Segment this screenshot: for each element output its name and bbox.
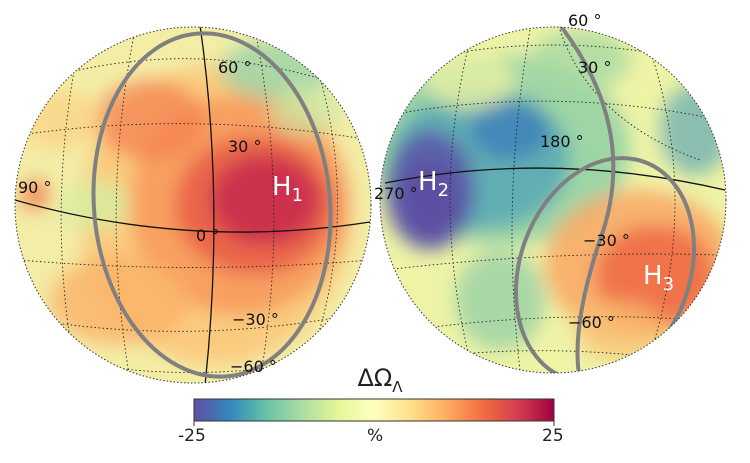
colorbar-min-label: -25 (178, 426, 206, 446)
right-globe: 60 ° 30 ° 180 ° 270 ° −30 ° −60 ° H2 H3 (374, 11, 727, 374)
right-lon-270-label: 270 ° (374, 184, 418, 203)
right-globe-outline (379, 26, 727, 374)
h2-label: H2 (418, 167, 449, 201)
h1-label: H1 (272, 172, 303, 206)
colorbar (193, 398, 555, 422)
right-lat-60-label: 60 ° (568, 11, 601, 30)
left-lat-0-label: 0 ° (196, 226, 219, 245)
right-lat-30-label: 30 ° (578, 58, 611, 77)
left-globe-map (15, 27, 371, 383)
left-lat-minus60-label: −60 ° (230, 357, 277, 376)
colorbar-max-label: 25 (542, 426, 564, 446)
left-globe: 60 ° 30 ° 0 ° −30 ° −60 ° 90 ° H1 (14, 26, 372, 384)
right-lon-180-label: 180 ° (540, 132, 584, 151)
colorbar-unit-label: % (367, 426, 384, 446)
colorbar-title: ΔΩΛ (357, 364, 403, 396)
right-lat-minus30-label: −30 ° (583, 231, 630, 250)
left-lat-minus30-label: −30 ° (232, 310, 279, 329)
left-lat-30-label: 30 ° (228, 137, 261, 156)
left-globe-outline (14, 26, 372, 384)
left-lon-90-label: 90 ° (18, 178, 51, 197)
left-lat-60-label: 60 ° (218, 58, 251, 77)
right-lat-minus60-label: −60 ° (568, 313, 615, 332)
right-globe-map (380, 27, 726, 373)
h3-label: H3 (643, 261, 674, 295)
